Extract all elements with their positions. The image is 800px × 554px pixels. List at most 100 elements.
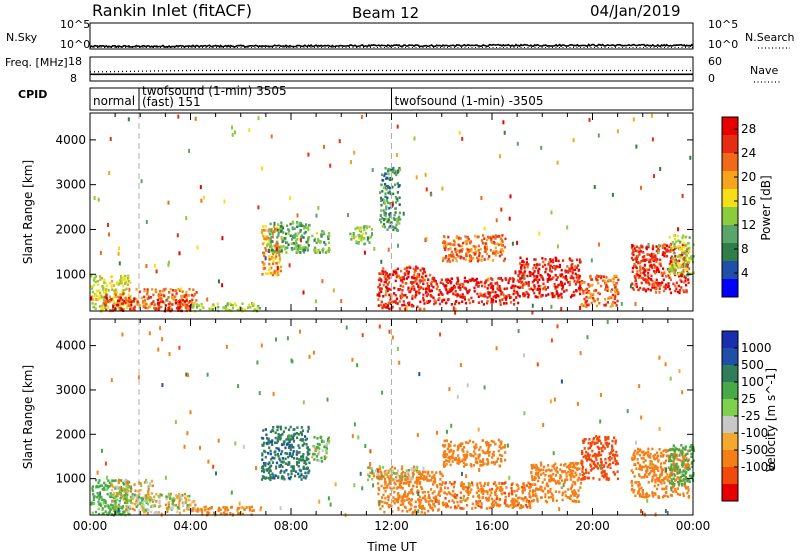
velocity-cell [443, 445, 446, 448]
power-cell [487, 291, 490, 294]
power-cell [223, 306, 226, 309]
power-cell [171, 303, 174, 306]
power-cell [497, 288, 500, 292]
velocity-cell [278, 449, 281, 452]
power-cell [382, 179, 385, 182]
velocity-cell [386, 475, 389, 478]
power-cell [674, 255, 677, 258]
velocity-cell [241, 512, 245, 516]
power-cell [380, 259, 383, 264]
velocity-cell [402, 493, 406, 497]
velocity-cell [474, 506, 477, 509]
velocity-cell [443, 491, 447, 494]
velocity-cell [481, 449, 484, 453]
power-cell [566, 270, 569, 273]
power-cell [133, 308, 136, 311]
velocity-cell [308, 469, 311, 473]
power-cell [102, 286, 106, 290]
velocity-cell [384, 497, 387, 500]
power-cell [403, 303, 406, 307]
power-cell [389, 298, 392, 302]
power-cell [435, 282, 438, 286]
velocity-cell [118, 487, 121, 490]
power-cell [466, 236, 469, 239]
velocity-cell [313, 435, 316, 439]
velocity-cell [289, 446, 293, 449]
power-cell [382, 218, 386, 222]
power-cell [145, 220, 148, 224]
power-cell [279, 230, 282, 233]
velocity-cell [124, 494, 127, 498]
power-cell [303, 227, 306, 230]
power-cell [503, 287, 506, 291]
power-cell [354, 227, 357, 231]
velocity-cell [151, 504, 154, 507]
velocity-cell [188, 506, 191, 509]
velocity-cell [141, 497, 145, 501]
power-cell [662, 251, 665, 254]
power-cell [167, 296, 170, 299]
power-cell [267, 236, 270, 240]
power-cell [670, 247, 673, 250]
velocity-cell [581, 463, 584, 466]
power-cell [444, 248, 447, 252]
power-cell [584, 304, 587, 307]
velocity-cell [389, 468, 392, 471]
power-cell [105, 299, 108, 303]
velocity-cell [445, 439, 448, 442]
velocity-cell [97, 507, 100, 511]
power-cell [681, 270, 684, 274]
velocity-cell [684, 463, 687, 466]
power-cell [516, 240, 519, 245]
velocity-cell [280, 460, 283, 464]
power-cell [636, 270, 639, 273]
noise-left-tick-bottom: 10^0 [60, 38, 90, 51]
power-colorbar-swatch [722, 279, 738, 298]
velocity-cell [453, 444, 456, 447]
power-cell [632, 244, 635, 248]
velocity-cell [429, 499, 432, 502]
velocity-cell [643, 475, 646, 478]
power-cell [127, 302, 130, 306]
power-cell [668, 245, 671, 249]
power-cell [395, 223, 398, 227]
velocity-cell [93, 502, 96, 505]
velocity-cell [317, 459, 320, 462]
velocity-cell [296, 436, 299, 440]
velocity-cell [566, 478, 569, 481]
power-cell [391, 170, 394, 174]
power-cell [171, 289, 175, 292]
velocity-cell [393, 481, 396, 484]
velocity-cell [466, 486, 469, 490]
velocity-cell [615, 450, 618, 454]
power-cell [388, 215, 391, 218]
power-cell [472, 300, 475, 303]
power-cell [593, 185, 596, 189]
velocity-cell [543, 487, 546, 490]
power-cell [682, 246, 686, 249]
velocity-cell [297, 433, 300, 436]
power-cell [557, 294, 560, 297]
power-cell [179, 299, 182, 302]
velocity-cell [326, 439, 329, 443]
velocity-cell [461, 442, 464, 445]
power-cell [577, 280, 580, 284]
power-cell [609, 279, 612, 282]
power-cell [494, 291, 497, 294]
power-cell [480, 259, 483, 262]
velocity-cell [578, 467, 581, 471]
power-cell [442, 235, 446, 238]
power-cell [101, 304, 104, 308]
velocity-cell [288, 438, 291, 441]
velocity-cell [219, 508, 222, 511]
power-cell [190, 301, 193, 304]
power-cell [560, 296, 563, 299]
power-cell [279, 224, 282, 228]
power-cell [532, 267, 535, 270]
power-cell [501, 234, 504, 237]
power-cell [125, 297, 129, 301]
power-cell [349, 232, 352, 236]
power-cell [93, 277, 96, 280]
power-cell [287, 232, 290, 235]
power-cell [541, 257, 544, 260]
